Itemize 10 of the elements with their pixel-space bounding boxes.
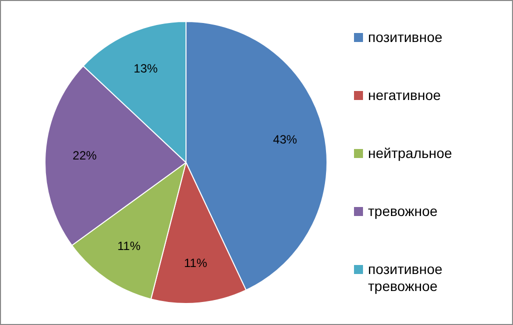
data-label: 11% — [184, 256, 208, 270]
legend-label: позитивное тревожное — [368, 261, 444, 295]
legend-label: позитивное — [368, 29, 444, 46]
legend-label: нейтральное — [368, 145, 454, 162]
data-label: 22% — [72, 148, 98, 162]
data-label: 13% — [134, 62, 158, 76]
data-label: 11% — [117, 238, 141, 253]
data-label: 43% — [273, 132, 298, 147]
legend-label: тревожное — [368, 203, 439, 220]
legend-label: негативное — [368, 87, 442, 104]
